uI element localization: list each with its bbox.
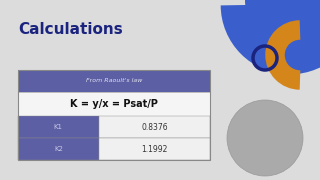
Bar — [18, 70, 210, 92]
Text: 1.1992: 1.1992 — [141, 145, 167, 154]
Text: From Raoult's law: From Raoult's law — [86, 78, 142, 84]
Bar — [18, 92, 210, 116]
Bar — [18, 138, 99, 160]
Circle shape — [227, 100, 303, 176]
Bar — [18, 116, 99, 138]
Bar — [18, 70, 210, 160]
Text: 0.8376: 0.8376 — [141, 123, 168, 132]
Bar — [99, 116, 210, 138]
Bar — [99, 138, 210, 160]
Wedge shape — [245, 0, 320, 55]
Text: K2: K2 — [54, 146, 63, 152]
Text: K1: K1 — [54, 124, 63, 130]
Text: K = y/x = Psat/P: K = y/x = Psat/P — [70, 99, 158, 109]
Text: Calculations: Calculations — [18, 22, 123, 37]
